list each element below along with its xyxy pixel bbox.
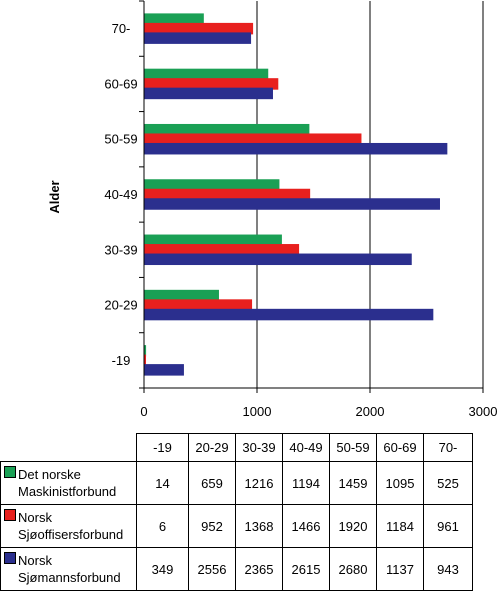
series-label-cell: Det norske Maskinistforbund (0, 461, 137, 505)
column-header: 70- (423, 433, 473, 462)
bar (144, 188, 311, 201)
table-row: Det norske Maskinistforbund 14 659 1216 1194 1… (0, 461, 473, 505)
bar (144, 32, 252, 44)
table-row: Norsk Sjøoffisersforbund 6 952 1368 1466 1920 1… (0, 504, 473, 548)
series-label-cell: Norsk Sjøoffisersforbund (0, 504, 137, 548)
table-corner (0, 433, 137, 462)
table-cell: 2556 (188, 547, 236, 591)
bar (144, 68, 269, 81)
bar (144, 364, 184, 376)
table-cell: 14 (136, 461, 189, 505)
legend-swatch (4, 509, 16, 521)
series-name-line: Sjøoffisersforbund (18, 527, 124, 542)
series-name-line: Norsk (18, 553, 52, 568)
column-header: 40-49 (282, 433, 330, 462)
y-tick-label: 30-39 (104, 242, 137, 257)
bar (144, 253, 412, 266)
column-header: 50-59 (329, 433, 377, 462)
legend-swatch (4, 466, 16, 478)
bar (144, 345, 147, 357)
bar (144, 22, 254, 35)
column-header: 30-39 (235, 433, 283, 462)
table-cell: 1137 (376, 547, 424, 591)
bar (144, 308, 434, 321)
bar (144, 87, 273, 100)
table-cell: 943 (423, 547, 473, 591)
bar (144, 142, 448, 155)
bar (144, 289, 219, 302)
table-cell: 2680 (329, 547, 377, 591)
bar (144, 244, 300, 256)
bar (144, 299, 253, 311)
table-header-row: -19 20-29 30-39 40-49 50-59 60-69 70- (0, 433, 473, 462)
bar (144, 123, 310, 136)
table-cell: 1368 (235, 504, 283, 548)
column-header: 60-69 (376, 433, 424, 462)
bar (144, 78, 279, 90)
table-cell: 659 (188, 461, 236, 505)
table-cell: 1194 (282, 461, 330, 505)
y-tick-label: 50-59 (104, 132, 137, 147)
y-tick-label: 40-49 (104, 187, 137, 202)
x-tick-label: 3000 (469, 404, 498, 419)
table-cell: 1095 (376, 461, 424, 505)
bar (144, 179, 280, 191)
bar (144, 354, 146, 367)
table-cell: 2615 (282, 547, 330, 591)
x-tick-label: 2000 (356, 404, 385, 419)
table-body: Det norske Maskinistforbund 14 659 1216 1194 1… (0, 461, 473, 591)
column-header: -19 (136, 433, 189, 462)
table-cell: 1184 (376, 504, 424, 548)
series-name-line: Sjømannsforbund (18, 570, 121, 585)
x-tick-label: 0 (140, 404, 147, 419)
column-header: 20-29 (188, 433, 236, 462)
table-row: Norsk Sjømannsforbund 349 2556 2365 2615 2680 1… (0, 547, 473, 591)
table-cell: 525 (423, 461, 473, 505)
table-cell: 961 (423, 504, 473, 548)
data-table: -19 20-29 30-39 40-49 50-59 60-69 70- Det nors… (0, 433, 473, 591)
series-name-line: Norsk (18, 510, 52, 525)
x-tick-label: 1000 (243, 404, 272, 419)
table-cell: 6 (136, 504, 189, 548)
table-cell: 1920 (329, 504, 377, 548)
series-name-line: Maskinistforbund (18, 484, 117, 499)
legend-swatch (4, 552, 16, 564)
bar (144, 198, 440, 210)
table-cell: 2365 (235, 547, 283, 591)
axes: 0 1000 2000 3000 -19 20-29 30-39 40-49 50-59 60-6… (104, 0, 498, 419)
bar (144, 234, 282, 247)
y-tick-label: 60-69 (104, 76, 137, 91)
table-cell: 1466 (282, 504, 330, 548)
y-tick-label: -19 (112, 353, 131, 368)
table-cell: 1216 (235, 461, 283, 505)
y-tick-label: 20-29 (104, 298, 137, 313)
bar (144, 13, 204, 25)
bar-chart: 0 1000 2000 3000 -19 20-29 30-39 40-49 50-59 60-6… (47, 0, 498, 419)
table-cell: 349 (136, 547, 189, 591)
y-axis-title: Alder (47, 180, 62, 213)
table-cell: 1459 (329, 461, 377, 505)
bars (144, 13, 448, 376)
series-name-line: Det norske (18, 467, 81, 482)
y-tick-label: 70- (112, 21, 131, 36)
bar (144, 133, 362, 145)
table-cell: 952 (188, 504, 236, 548)
series-label-cell: Norsk Sjømannsforbund (0, 547, 137, 591)
